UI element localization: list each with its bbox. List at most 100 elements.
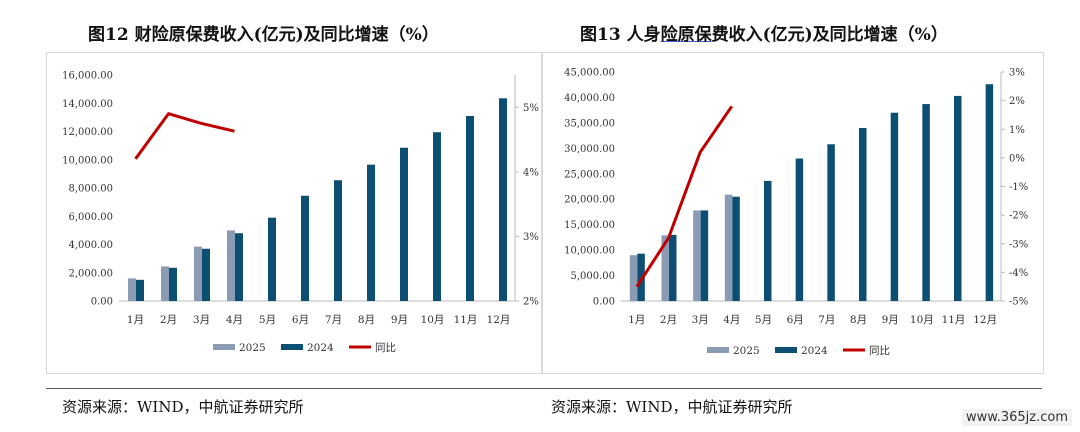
c2-bar-2024-12 <box>985 84 994 301</box>
c2-legend-swatch-2024 <box>775 347 797 353</box>
figure-12-title-text: 财险原保费收入(亿元)及同比增速（%） <box>134 25 439 45</box>
chart-panel-premium-property: 0.00 2,000.00 4,000.00 6,000.00 8,000.00 10,0… <box>46 52 542 374</box>
c1-bar-2025-3 <box>194 246 202 301</box>
c2-bar-2024-9 <box>890 112 899 301</box>
c1-x-tick-label: 12月 <box>487 314 511 326</box>
c2-legend-label-2024: 2024 <box>801 345 828 357</box>
c2-y-tick-label: 35,000.00 <box>564 118 615 129</box>
c1-bar-2025-4 <box>227 230 235 301</box>
c1-y-tick-label: 4,000.00 <box>68 240 113 251</box>
c2-y-tick-label: 15,000.00 <box>564 220 615 231</box>
c2-bar-2024-10 <box>922 104 930 301</box>
source-note-right: 资源来源：WIND，中航证券研究所 <box>551 398 793 416</box>
c1-x-tick-label: 8月 <box>358 314 375 326</box>
c1-bar-2024-8 <box>367 164 375 301</box>
c1-bar-2025-2 <box>161 266 169 301</box>
c1-bar-2024-11 <box>466 115 474 302</box>
c1-bar-2024-12 <box>499 98 507 302</box>
figure-13-title-part-a: 人身 <box>626 25 661 45</box>
c2-bar-2025-3 <box>693 210 701 301</box>
c2-bar-2025-4 <box>724 194 733 301</box>
c1-legend-label-2025: 2025 <box>239 342 266 354</box>
c1-y2-tick-label: 2% <box>523 297 539 308</box>
c1-y-tick-label: 6,000.00 <box>68 212 113 223</box>
c1-x-tick-label: 11月 <box>454 314 478 326</box>
c2-y2-tick-label: 0% <box>1009 153 1025 164</box>
c1-y-tick-label: 12,000.00 <box>62 127 113 138</box>
c2-y2-tick-label: 1% <box>1009 125 1025 136</box>
c2-y-tick-label: 5,000.00 <box>570 271 615 282</box>
c2-bar-2024-2 <box>669 234 677 301</box>
c2-bar-2024-4 <box>732 196 740 301</box>
c1-x-tick-label: 7月 <box>325 314 342 326</box>
c2-bar-2025-1 <box>629 255 638 301</box>
chart-panel-premium-life: 0.00 5,000.00 10,000.00 15,000.00 20,000.00 2… <box>542 52 1044 374</box>
c1-bar-2024-7 <box>334 180 342 301</box>
c1-legend-swatch-2025 <box>213 344 235 350</box>
c2-x-tick-label: 11月 <box>942 314 966 326</box>
figure-13-title-part-b: 费收入(亿元)及同比增速（%） <box>711 25 948 45</box>
c1-line-同比 <box>134 112 235 160</box>
c2-x-tick-label: 3月 <box>692 314 709 326</box>
c2-x-tick-label: 12月 <box>973 314 997 326</box>
c2-y2-tick-label: -2% <box>1009 211 1028 222</box>
c2-y-tick-label: 0.00 <box>593 297 615 308</box>
c2-x-tick-label: 9月 <box>882 314 899 326</box>
c1-x-tick-label: 2月 <box>160 314 177 326</box>
c1-y-tick-label: 14,000.00 <box>62 99 113 110</box>
c2-y2-tick-label: -1% <box>1009 182 1028 193</box>
figure-13-title: 图13 人身险原保费收入(亿元)及同比增速（%） <box>580 20 948 45</box>
c2-y2-tick-label: -5% <box>1009 297 1028 308</box>
c1-bar-2025-1 <box>128 278 136 301</box>
c2-bar-2024-7 <box>827 144 835 301</box>
figure-13-title-text: 人身险原保费收入(亿元)及同比增速（%） <box>627 25 948 45</box>
c1-bar-2024-10 <box>433 132 441 301</box>
figure-13-title-underlined: 险原保 <box>660 25 712 45</box>
c1-y2-tick-label: 3% <box>523 232 539 243</box>
c1-x-tick-label: 6月 <box>292 314 309 326</box>
c2-legend-swatch-2025 <box>707 347 729 353</box>
c2-y-tick-label: 10,000.00 <box>564 246 615 257</box>
c2-legend-label-2025: 2025 <box>733 345 760 357</box>
c2-bar-2025-2 <box>661 235 669 301</box>
c2-y2-tick-label: -3% <box>1009 239 1028 250</box>
chart-life-insurance: 0.00 5,000.00 10,000.00 15,000.00 20,000.00 2… <box>564 68 1028 358</box>
c2-x-tick-label: 2月 <box>660 314 677 326</box>
c2-bar-2024-3 <box>700 210 709 301</box>
c1-x-tick-label: 9月 <box>391 314 408 326</box>
figure-13-number: 图13 <box>580 25 621 45</box>
c1-x-tick-label: 3月 <box>193 314 210 326</box>
figure-12-number: 图12 <box>88 25 129 45</box>
c2-x-tick-label: 6月 <box>787 314 804 326</box>
c1-y-tick-label: 0.00 <box>91 297 113 308</box>
c2-bar-2024-6 <box>795 158 804 301</box>
c1-bar-2024-6 <box>301 195 309 301</box>
c2-y-tick-label: 40,000.00 <box>564 93 615 104</box>
c1-bar-2024-1 <box>136 279 144 301</box>
c2-line-同比 <box>635 105 734 288</box>
chart-property-insurance: 0.00 2,000.00 4,000.00 6,000.00 8,000.00 10,0… <box>62 71 539 355</box>
c1-legend-label-2024: 2024 <box>307 342 334 354</box>
c2-y2-tick-label: 3% <box>1009 68 1025 79</box>
c2-bar-2024-1 <box>637 253 645 301</box>
c2-legend-label-同比: 同比 <box>869 344 890 357</box>
c1-y-tick-label: 10,000.00 <box>62 155 113 166</box>
c2-y-tick-label: 45,000.00 <box>564 68 615 79</box>
source-divider <box>46 388 1042 389</box>
c1-x-tick-label: 4月 <box>226 314 243 326</box>
c2-y2-tick-label: -4% <box>1009 268 1028 279</box>
c1-x-tick-label: 1月 <box>127 314 144 326</box>
c1-y-tick-label: 16,000.00 <box>62 71 113 82</box>
c2-x-tick-label: 5月 <box>755 314 772 326</box>
c2-bar-2024-5 <box>764 180 772 301</box>
c1-y2-tick-label: 5% <box>523 103 539 114</box>
c2-bar-2024-8 <box>859 127 867 301</box>
c2-x-tick-label: 10月 <box>910 314 934 326</box>
c2-y-tick-label: 30,000.00 <box>564 144 615 155</box>
c1-bar-2024-2 <box>169 267 177 301</box>
c1-legend-label-同比: 同比 <box>375 341 396 354</box>
figure-12-title: 图12 财险原保费收入(亿元)及同比增速（%） <box>88 20 439 45</box>
c1-bar-2024-5 <box>268 217 276 301</box>
c2-bar-2024-11 <box>954 95 962 301</box>
c1-x-tick-label: 5月 <box>259 314 276 326</box>
